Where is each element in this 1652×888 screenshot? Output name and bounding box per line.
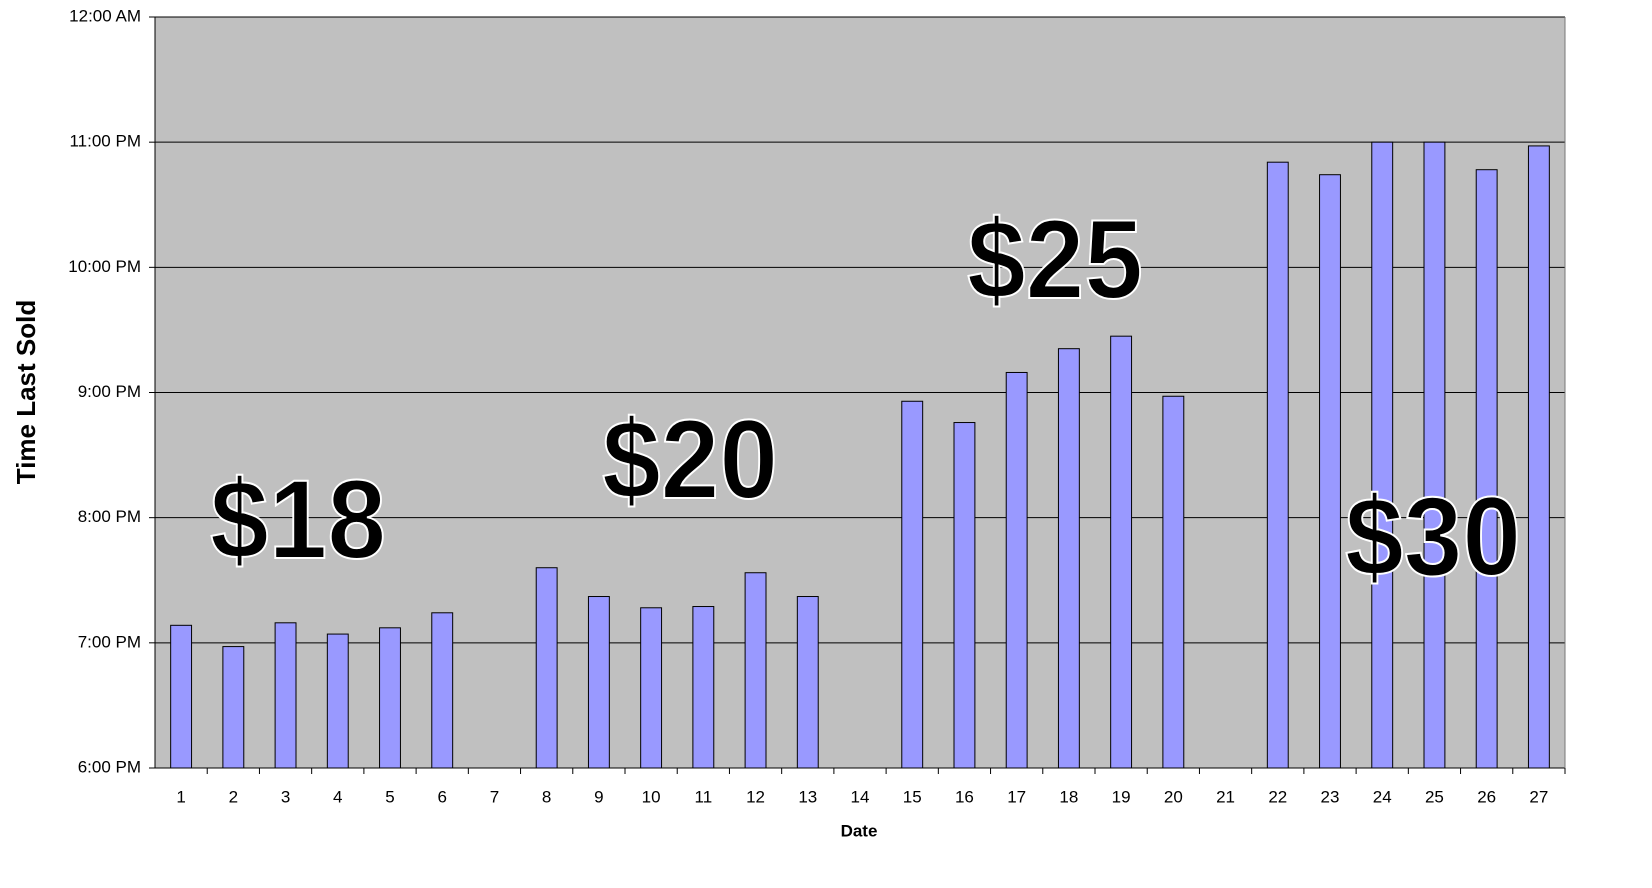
x-tick-label: 12 [746, 787, 765, 806]
y-axis-label: Time Last Sold [11, 300, 41, 484]
y-tick-label: 12:00 AM [69, 6, 141, 25]
x-tick-label: 14 [851, 787, 870, 806]
price-annotation: $25 [967, 197, 1143, 322]
bar [692, 606, 715, 769]
bar [326, 633, 349, 769]
x-tick-label: 4 [333, 787, 342, 806]
price-annotation: $18 [210, 457, 386, 582]
x-tick-label: 25 [1425, 787, 1444, 806]
x-tick-label: 24 [1373, 787, 1392, 806]
y-tick-label: 8:00 PM [78, 507, 141, 526]
bar [274, 622, 297, 769]
x-tick-label: 5 [385, 787, 394, 806]
x-tick-label: 2 [229, 787, 238, 806]
bar [170, 624, 193, 769]
x-tick-label: 17 [1007, 787, 1026, 806]
bar [1423, 141, 1446, 769]
y-tick-label: 9:00 PM [78, 382, 141, 401]
x-tick-label: 20 [1164, 787, 1183, 806]
x-tick-label: 3 [281, 787, 290, 806]
bar [1005, 371, 1028, 769]
bar [796, 596, 819, 769]
x-tick-label: 23 [1321, 787, 1340, 806]
bar [431, 612, 454, 769]
bar [953, 422, 976, 769]
x-tick-label: 21 [1216, 787, 1235, 806]
bar [222, 646, 245, 769]
x-tick-label: 1 [176, 787, 185, 806]
x-tick-label: 22 [1268, 787, 1287, 806]
bar [1162, 395, 1185, 769]
x-tick-label: 7 [490, 787, 499, 806]
x-tick-label: 18 [1059, 787, 1078, 806]
x-tick-label: 26 [1477, 787, 1496, 806]
y-tick-label: 7:00 PM [78, 632, 141, 651]
x-tick-label: 15 [903, 787, 922, 806]
y-tick-label: 11:00 PM [69, 132, 141, 151]
price-annotation: $30 [1345, 474, 1521, 599]
bar [535, 567, 558, 769]
x-tick-label: 19 [1112, 787, 1131, 806]
x-tick-label: 8 [542, 787, 551, 806]
y-tick-label: 6:00 PM [78, 757, 141, 776]
x-tick-label: 13 [798, 787, 817, 806]
bar [1057, 348, 1080, 769]
y-tick-label: 10:00 PM [68, 257, 141, 276]
x-tick-label: 6 [437, 787, 446, 806]
bar [1110, 335, 1133, 769]
bar [1475, 169, 1498, 769]
bar [379, 627, 401, 769]
x-tick-label: 10 [642, 787, 661, 806]
bar [587, 596, 610, 769]
bar [744, 572, 767, 769]
bar [1319, 174, 1341, 769]
x-tick-label: 16 [955, 787, 974, 806]
bar [640, 607, 663, 769]
x-tick-label: 11 [695, 787, 713, 806]
bar [1371, 141, 1394, 769]
price-annotation: $20 [602, 397, 778, 522]
bar [1266, 161, 1289, 769]
x-tick-label: 9 [594, 787, 603, 806]
bar [901, 400, 924, 769]
bar [1527, 145, 1550, 769]
x-axis-label: Date [841, 821, 878, 840]
x-tick-label: 27 [1529, 787, 1548, 806]
